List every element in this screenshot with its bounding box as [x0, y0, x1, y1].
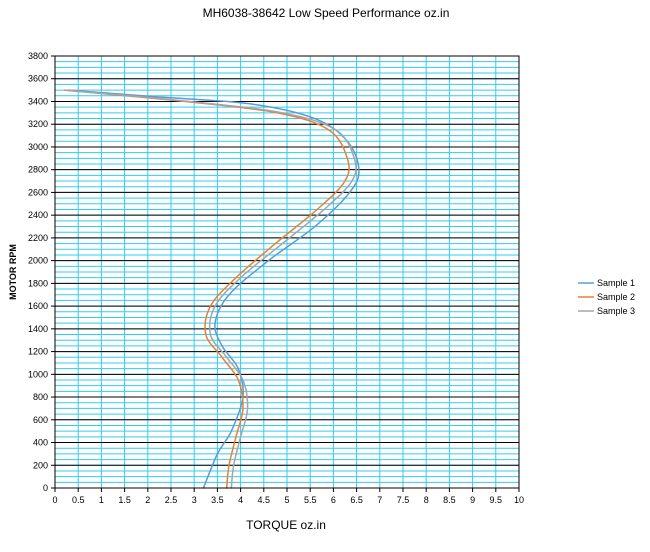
x-axis-label: TORQUE oz.in [246, 518, 326, 532]
x-tick-label: 7 [377, 495, 382, 505]
y-tick-label: 800 [33, 392, 48, 402]
x-tick-label: 10 [514, 495, 524, 505]
vertical-gridlines [54, 56, 520, 488]
x-tick-label: 9.5 [490, 495, 503, 505]
y-tick-label: 3400 [28, 96, 48, 106]
x-tick-label: 1.5 [118, 495, 131, 505]
legend: Sample 1 Sample 2 Sample 3 [578, 278, 635, 316]
x-tick-label: 6.5 [350, 495, 363, 505]
y-tick-label: 2400 [28, 210, 48, 220]
x-tick-label: 5.5 [304, 495, 317, 505]
x-axis-ticks: 0 0.5 1 1.5 2 2.5 3 3.5 4 4.5 5 5.5 6 6.5 7 7.5 8 8.5 9 9.5… [52, 488, 524, 505]
x-tick-label: 6 [331, 495, 336, 505]
y-tick-label: 200 [33, 460, 48, 470]
x-tick-label: 4 [238, 495, 243, 505]
y-axis-ticks: 0 200 400 600 800 1000 1200 1400 1600 1800 2000 220… [28, 51, 55, 493]
series-line-1 [68, 89, 360, 489]
y-tick-label: 1600 [28, 301, 48, 311]
x-tick-label: 7.5 [397, 495, 410, 505]
y-axis-label: MOTOR RPM [8, 244, 18, 300]
x-tick-label: 8.5 [443, 495, 456, 505]
plot-area [54, 55, 520, 489]
y-tick-label: 3800 [28, 51, 48, 61]
x-tick-label: 1 [99, 495, 104, 505]
y-tick-label: 3600 [28, 74, 48, 84]
x-tick-label: 4.5 [258, 495, 271, 505]
x-tick-label: 9 [470, 495, 475, 505]
legend-label-2: Sample 2 [597, 292, 635, 302]
y-tick-label: 3000 [28, 142, 48, 152]
major-gridlines [55, 55, 519, 489]
y-tick-label: 1000 [28, 369, 48, 379]
y-tick-label: 2800 [28, 165, 48, 175]
data-series [63, 89, 360, 489]
y-tick-label: 3200 [28, 119, 48, 129]
y-tick-label: 1800 [28, 278, 48, 288]
y-tick-label: 1200 [28, 347, 48, 357]
x-tick-label: 2 [145, 495, 150, 505]
x-tick-label: 3.5 [211, 495, 224, 505]
y-tick-label: 600 [33, 415, 48, 425]
x-tick-label: 5 [284, 495, 289, 505]
y-tick-label: 400 [33, 438, 48, 448]
x-tick-label: 8 [424, 495, 429, 505]
y-tick-label: 2200 [28, 233, 48, 243]
legend-label-3: Sample 3 [597, 306, 635, 316]
x-tick-label: 0.5 [72, 495, 85, 505]
y-tick-label: 1400 [28, 324, 48, 334]
x-tick-label: 2.5 [165, 495, 178, 505]
y-tick-label: 0 [43, 483, 48, 493]
x-tick-label: 0 [52, 495, 57, 505]
x-tick-label: 3 [192, 495, 197, 505]
legend-label-1: Sample 1 [597, 278, 635, 288]
series-line-2 [63, 89, 350, 489]
chart-title: MH6038-38642 Low Speed Performance oz.in [203, 6, 450, 20]
y-tick-label: 2000 [28, 256, 48, 266]
series-line-3 [63, 89, 357, 489]
y-tick-label: 2600 [28, 187, 48, 197]
